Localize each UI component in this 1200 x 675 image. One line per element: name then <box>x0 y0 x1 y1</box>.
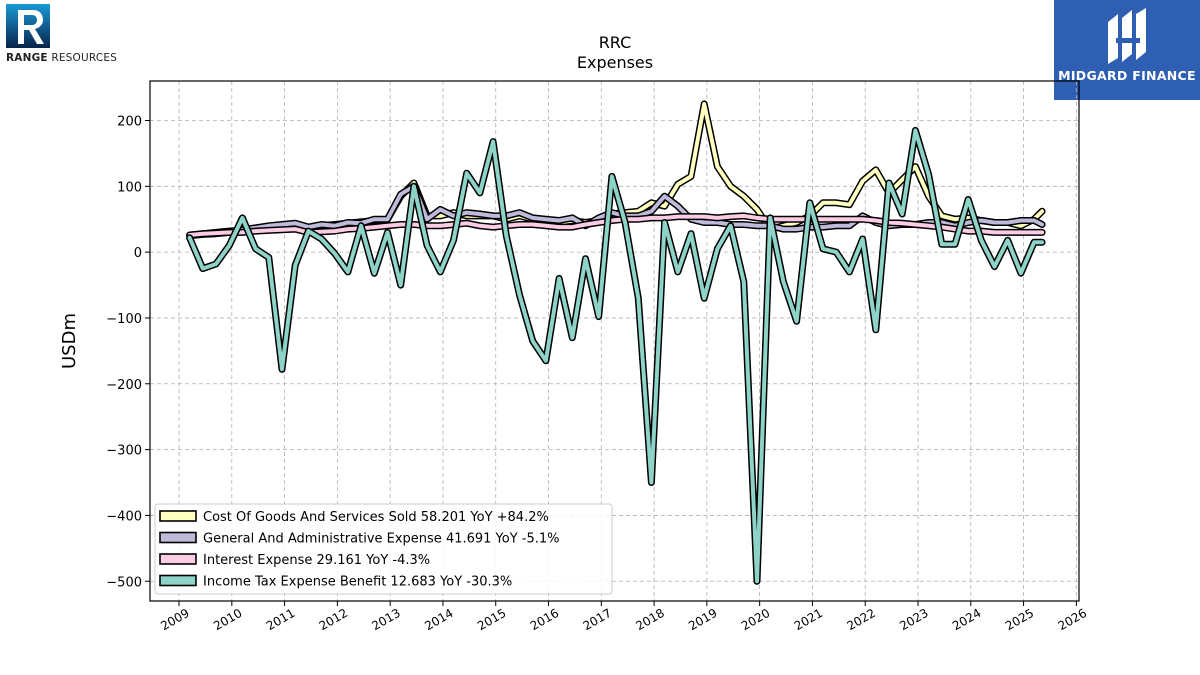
y-tick-label: 100 <box>117 180 142 195</box>
x-tick-label: 2011 <box>264 606 297 633</box>
x-tick-label: 2017 <box>581 606 614 633</box>
x-tick-label: 2019 <box>686 606 719 633</box>
x-tick-label: 2013 <box>369 606 402 633</box>
x-tick-label: 2010 <box>211 606 244 633</box>
series-4 <box>186 126 1046 585</box>
x-tick-label: 2018 <box>633 606 666 633</box>
range-resources-logo: RANGE RESOURCES <box>4 4 124 64</box>
legend-swatch <box>159 510 197 522</box>
y-tick-label: −200 <box>106 378 142 393</box>
midgard-finance-watermark: MIDGARD FINANCE <box>1054 0 1200 100</box>
x-tick-label: 2022 <box>844 606 877 633</box>
chart-subtitle: Expenses <box>577 53 653 72</box>
y-tick-label: −500 <box>106 575 142 590</box>
plot-frame <box>149 80 1080 602</box>
series-line <box>187 128 1045 584</box>
y-tick-label: −400 <box>106 509 142 524</box>
y-axis-label: USDm <box>59 313 80 369</box>
x-tick-label: 2014 <box>422 606 455 633</box>
x-tick-label: 2023 <box>897 606 930 633</box>
x-tick-label: 2009 <box>158 606 191 633</box>
y-tick-label: 200 <box>117 114 142 129</box>
midgard-finance-wordmark: MIDGARD FINANCE <box>1058 68 1196 83</box>
x-tick-label: 2020 <box>739 606 772 633</box>
series-3 <box>186 212 1046 239</box>
x-axis-ticks: 2009 2010 2011 2012 2013 2014 2015 2016 2017 2018… <box>158 601 1089 633</box>
series-layer <box>186 100 1046 585</box>
legend: Cost Of Goods And Services Sold 58.201 Y… <box>154 503 613 595</box>
range-resources-logo-mark <box>6 4 50 48</box>
x-tick-label: 2026 <box>1056 606 1089 633</box>
chart-title: RRC <box>599 33 632 52</box>
legend-entry: Cost Of Goods And Services Sold 58.201 Y… <box>203 510 549 525</box>
y-axis-ticks: −500 −400 −300 −200 −100 0 100 200 <box>106 114 150 590</box>
y-tick-label: −100 <box>106 312 142 327</box>
legend-entry: Interest Expense 29.161 YoY -4.3% <box>203 553 430 568</box>
x-tick-label: 2021 <box>792 606 825 633</box>
y-tick-label: 0 <box>134 246 142 261</box>
midgard-finance-logo-mark <box>1108 8 1146 64</box>
legend-box <box>154 503 613 595</box>
x-tick-label: 2016 <box>528 606 561 633</box>
legend-swatch <box>159 553 197 565</box>
series-line <box>187 213 1045 237</box>
y-tick-label: −300 <box>106 444 142 459</box>
x-tick-label: 2012 <box>317 606 350 633</box>
legend-swatch <box>159 574 197 587</box>
x-tick-label: 2024 <box>950 606 983 633</box>
legend-entry: General And Administrative Expense 41.69… <box>203 532 560 547</box>
legend-entry: Income Tax Expense Benefit 12.683 YoY -3… <box>203 575 512 590</box>
x-tick-label: 2015 <box>475 606 508 633</box>
legend-swatch <box>159 531 197 544</box>
x-tick-label: 2025 <box>1003 606 1036 633</box>
range-resources-wordmark: RANGE RESOURCES <box>6 52 118 64</box>
